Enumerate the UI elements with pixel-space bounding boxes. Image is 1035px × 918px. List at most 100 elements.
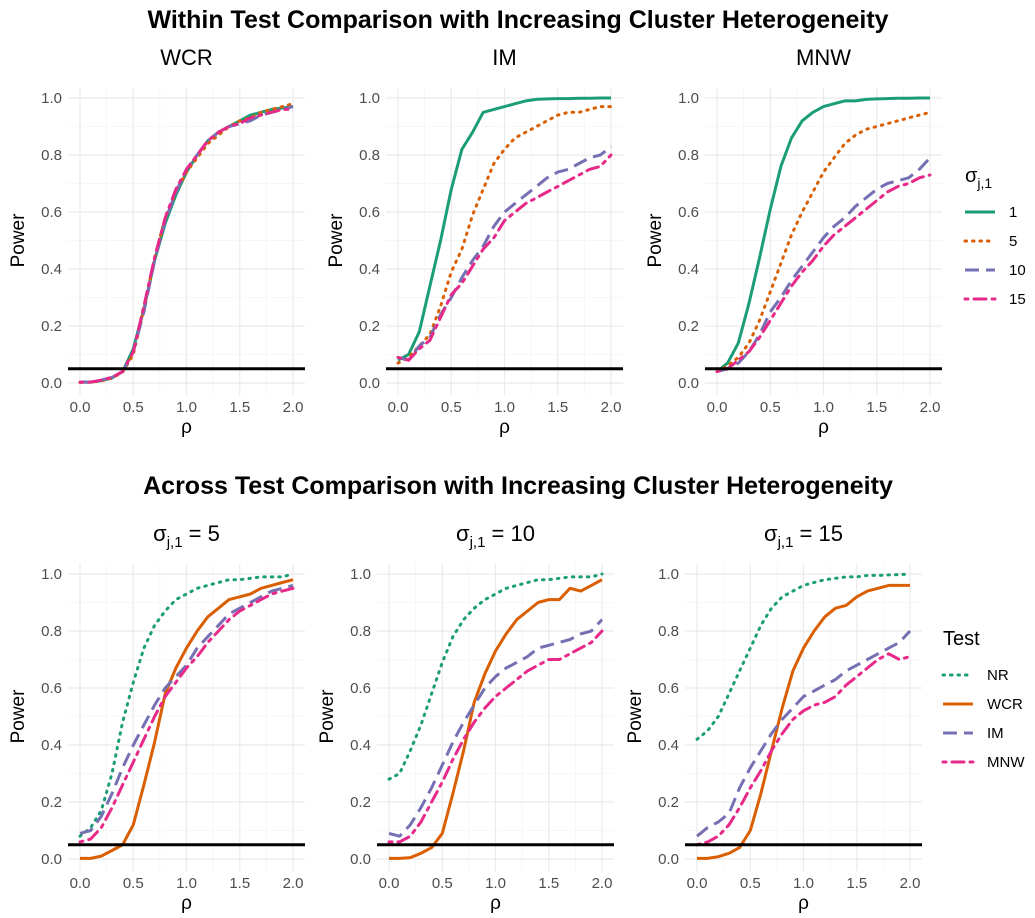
y-axis-label: Power xyxy=(317,689,338,744)
series-line-im xyxy=(696,629,912,838)
panel-4: 0.0 0.5 1.0 1.5 2.0 0.0 0.2 0.4 0.6 0.8 1.0 σj,1 = … xyxy=(8,521,305,914)
y-tick-label: 0.4 xyxy=(678,261,699,278)
x-tick-label: 0.5 xyxy=(432,875,453,892)
y-tick-label: 0.6 xyxy=(350,680,371,697)
x-tick-label: 2.0 xyxy=(592,875,613,892)
y-tick-label: 0.2 xyxy=(350,794,371,811)
x-tick-label: 1.0 xyxy=(176,875,197,892)
y-tick-label: 0.8 xyxy=(350,623,371,640)
x-axis-label: ρ xyxy=(181,893,192,914)
x-tick-label: 2.0 xyxy=(601,399,622,416)
y-tick-label: 0.4 xyxy=(41,737,62,754)
x-axis-label: ρ xyxy=(798,893,809,914)
y-axis-label: Power xyxy=(645,213,666,268)
y-axis-label: Power xyxy=(8,689,29,744)
y-tick-label: 0.2 xyxy=(678,318,699,335)
series-line-1 xyxy=(716,96,930,373)
legend-label: 15 xyxy=(1009,291,1026,308)
y-tick-label: 1.0 xyxy=(41,90,62,107)
x-tick-label: 0.0 xyxy=(70,399,91,416)
x-tick-label: 1.0 xyxy=(176,399,197,416)
y-tick-label: 0.2 xyxy=(359,318,380,335)
y-tick-label: 0.2 xyxy=(658,794,679,811)
y-tick-label: 0.8 xyxy=(41,623,62,640)
x-tick-label: 0.0 xyxy=(687,875,708,892)
y-tick-label: 0.0 xyxy=(359,375,380,392)
x-tick-label: 1.0 xyxy=(793,875,814,892)
y-axis-label: Power xyxy=(625,689,646,744)
x-tick-label: 1.0 xyxy=(485,875,506,892)
row-title-across: Across Test Comparison with Increasing C… xyxy=(143,472,893,500)
x-tick-label: 0.5 xyxy=(760,399,781,416)
legend-label: MNW xyxy=(987,754,1025,771)
x-tick-label: 0.0 xyxy=(379,875,400,892)
y-tick-label: 0.6 xyxy=(658,680,679,697)
x-axis-label: ρ xyxy=(818,417,829,438)
x-tick-label: 2.0 xyxy=(283,875,304,892)
row-title-within: Within Test Comparison with Increasing C… xyxy=(147,6,888,34)
series-line-mnw xyxy=(387,629,604,844)
x-tick-label: 0.0 xyxy=(707,399,728,416)
y-tick-label: 0.6 xyxy=(359,204,380,221)
panel-6: 0.0 0.5 1.0 1.5 2.0 0.0 0.2 0.4 0.6 0.8 1.0 σj,1 = … xyxy=(625,521,922,914)
y-tick-label: 0.0 xyxy=(658,851,679,868)
series-line-15 xyxy=(78,107,295,384)
panel-1: 0.0 0.5 1.0 1.5 2.0 0.0 0.2 0.4 0.6 0.8 1.0 WCR ρ Pow… xyxy=(8,45,305,438)
x-axis-label: ρ xyxy=(490,893,501,914)
x-tick-label: 1.0 xyxy=(494,399,515,416)
x-tick-label: 1.5 xyxy=(229,875,250,892)
series-line-im xyxy=(388,618,604,838)
x-tick-label: 2.0 xyxy=(920,399,941,416)
legend-label: 1 xyxy=(1009,204,1017,221)
series-line-nr xyxy=(78,572,295,838)
series-line-10 xyxy=(397,145,612,362)
panel-title: σj,1 = 5 xyxy=(153,521,220,551)
x-tick-label: 0.5 xyxy=(441,399,462,416)
y-tick-label: 0.4 xyxy=(359,261,380,278)
panels: 0.0 0.5 1.0 1.5 2.0 0.0 0.2 0.4 0.6 0.8 1.0 WCR ρ Pow… xyxy=(8,45,942,914)
y-tick-label: 0.6 xyxy=(41,680,62,697)
series-line-nr xyxy=(695,572,912,741)
series-line-nr xyxy=(387,572,604,781)
x-axis-label: ρ xyxy=(181,417,192,438)
y-axis-label: Power xyxy=(8,213,29,268)
x-tick-label: 2.0 xyxy=(283,399,304,416)
y-tick-label: 0.2 xyxy=(41,794,62,811)
panel-title: WCR xyxy=(160,45,213,70)
y-tick-label: 1.0 xyxy=(350,566,371,583)
y-tick-label: 0.4 xyxy=(350,737,371,754)
y-tick-label: 0.8 xyxy=(41,147,62,164)
x-tick-label: 1.0 xyxy=(813,399,834,416)
series-line-5 xyxy=(715,110,932,374)
series-line-wcr xyxy=(80,578,294,860)
legend-title: Test xyxy=(943,628,980,650)
panel-2: 0.0 0.5 1.0 1.5 2.0 0.0 0.2 0.4 0.6 0.8 1.0 IM ρ Powe… xyxy=(326,45,623,438)
legend-2: Test NR WCR IM MNW xyxy=(941,628,1025,771)
legend-label: 10 xyxy=(1009,262,1026,279)
y-tick-label: 0.4 xyxy=(41,261,62,278)
y-tick-label: 0.0 xyxy=(41,851,62,868)
panel-3: 0.0 0.5 1.0 1.5 2.0 0.0 0.2 0.4 0.6 0.8 1.0 MNW ρ Pow… xyxy=(645,45,942,438)
y-tick-label: 0.8 xyxy=(658,623,679,640)
y-axis-label: Power xyxy=(326,213,347,268)
y-tick-label: 0.4 xyxy=(658,737,679,754)
panel-5: 0.0 0.5 1.0 1.5 2.0 0.0 0.2 0.4 0.6 0.8 1.0 σj,1 = … xyxy=(317,521,614,914)
y-tick-label: 0.0 xyxy=(41,375,62,392)
y-tick-label: 1.0 xyxy=(41,566,62,583)
x-axis-label: ρ xyxy=(499,417,510,438)
x-tick-label: 0.5 xyxy=(740,875,761,892)
y-tick-label: 1.0 xyxy=(359,90,380,107)
series-line-5 xyxy=(396,105,613,365)
series-line-wcr xyxy=(697,583,910,860)
y-tick-label: 1.0 xyxy=(658,566,679,583)
y-tick-label: 0.8 xyxy=(678,147,699,164)
x-tick-label: 0.5 xyxy=(123,399,144,416)
x-tick-label: 0.0 xyxy=(388,399,409,416)
x-tick-label: 2.0 xyxy=(900,875,921,892)
y-tick-label: 1.0 xyxy=(678,90,699,107)
x-tick-label: 1.5 xyxy=(547,399,568,416)
x-tick-label: 1.5 xyxy=(846,875,867,892)
